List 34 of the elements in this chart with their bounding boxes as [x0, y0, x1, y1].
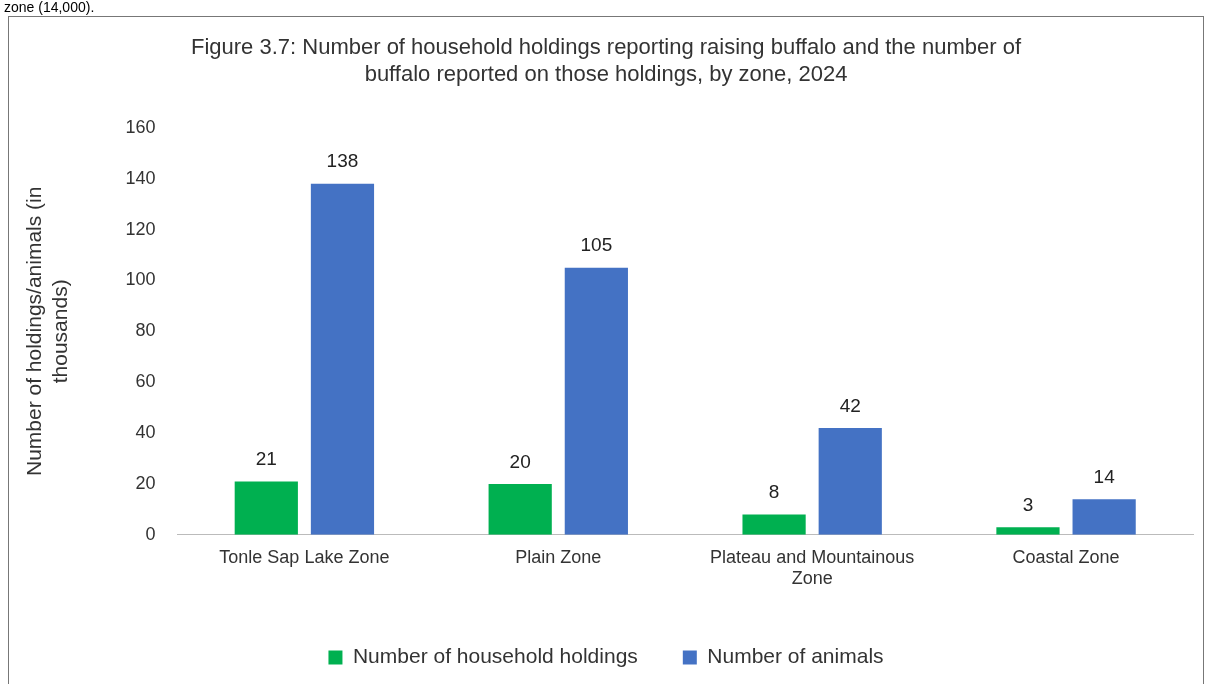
bar	[310, 183, 375, 535]
x-tick-label: Plateau and Mountainous Zone	[710, 546, 915, 589]
y-tick-label: 140	[125, 167, 156, 188]
data-label: 20	[509, 450, 531, 472]
x-tick-label: Plain Zone	[515, 546, 602, 567]
y-tick-label: 160	[125, 116, 156, 137]
data-label: 14	[1093, 465, 1116, 487]
y-tick-label: 0	[145, 523, 156, 544]
y-tick-label: 100	[125, 269, 156, 290]
y-tick-label: 120	[125, 218, 156, 239]
data-label: 105	[580, 234, 613, 256]
bar	[1072, 499, 1136, 535]
data-label: 42	[839, 394, 861, 416]
data-label: 3	[1022, 493, 1034, 515]
x-tick-label: Coastal Zone	[1012, 546, 1120, 567]
bar	[818, 427, 882, 535]
y-tick-label: 40	[135, 422, 156, 443]
bar	[488, 483, 552, 535]
data-label: 8	[768, 481, 780, 503]
legend-label: Number of household holdings	[352, 644, 638, 668]
bar	[742, 514, 806, 535]
chart-title: Figure 3.7: Number of household holdings reporting raising buffalo and the number of buffalo reported on those holdings, by zone, 2024	[190, 34, 1022, 86]
y-tick-label: 60	[135, 371, 156, 392]
y-tick-label: 80	[135, 320, 156, 341]
data-label: 138	[326, 150, 359, 172]
y-axis-title: Number of holdings/animals (in thousands)	[22, 186, 71, 477]
bar	[234, 481, 298, 535]
text: zone (14,000).	[4, 0, 95, 15]
y-tick-label: 20	[135, 472, 156, 493]
data-label: 21	[255, 448, 277, 470]
x-tick-label: Tonle Sap Lake Zone	[219, 546, 390, 567]
bar	[996, 527, 1060, 535]
legend-label: Number of animals	[707, 644, 884, 668]
bar	[564, 267, 628, 535]
